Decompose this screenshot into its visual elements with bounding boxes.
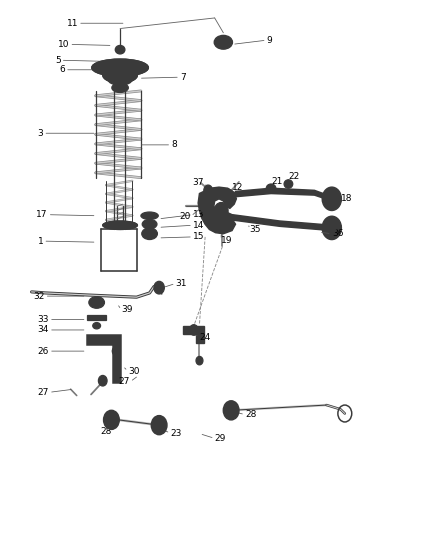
Text: 37: 37 [192,179,204,188]
Circle shape [223,401,239,420]
Text: 35: 35 [249,225,261,234]
Ellipse shape [146,231,153,237]
Text: 8: 8 [171,140,177,149]
Circle shape [104,410,119,430]
Text: 10: 10 [58,40,69,49]
Ellipse shape [217,37,230,47]
Text: 24: 24 [199,333,211,342]
Ellipse shape [142,220,157,229]
Ellipse shape [93,322,101,329]
Circle shape [328,193,336,204]
Polygon shape [184,326,204,343]
Text: 26: 26 [38,346,49,356]
Text: 6: 6 [59,65,65,74]
Text: 29: 29 [215,434,226,443]
Polygon shape [87,335,121,383]
Text: 30: 30 [128,367,139,376]
Ellipse shape [92,59,148,76]
Circle shape [322,216,341,239]
Text: 12: 12 [232,183,244,192]
Ellipse shape [146,221,153,228]
Text: 11: 11 [67,19,78,28]
Circle shape [204,185,212,196]
Circle shape [112,347,119,356]
Circle shape [190,325,198,335]
Text: 32: 32 [33,292,45,301]
Text: 28: 28 [100,427,111,436]
Text: 21: 21 [271,177,283,187]
Circle shape [151,416,167,435]
Text: 9: 9 [267,36,272,45]
Text: 20: 20 [180,212,191,221]
Circle shape [155,421,162,430]
Text: 22: 22 [288,172,300,181]
Text: 34: 34 [38,326,49,335]
Circle shape [322,187,341,211]
Polygon shape [87,315,106,320]
Polygon shape [198,187,237,233]
Ellipse shape [94,300,100,305]
Ellipse shape [112,83,128,93]
Circle shape [154,281,164,294]
Polygon shape [236,188,332,201]
Text: 33: 33 [37,315,49,324]
Text: 7: 7 [180,72,186,82]
Circle shape [108,416,115,424]
Text: 31: 31 [176,279,187,288]
Circle shape [224,189,233,200]
Ellipse shape [115,45,125,54]
Text: 27: 27 [119,377,130,386]
Circle shape [196,357,203,365]
Circle shape [99,375,107,386]
Text: 1: 1 [38,237,43,246]
Ellipse shape [284,180,293,188]
Ellipse shape [89,297,105,308]
Ellipse shape [266,184,276,192]
Text: 36: 36 [332,229,343,238]
Ellipse shape [142,228,157,239]
Text: 27: 27 [38,388,49,397]
Ellipse shape [103,67,138,83]
Ellipse shape [141,212,158,220]
Text: 13: 13 [193,210,205,219]
Ellipse shape [214,35,233,49]
Circle shape [218,207,224,215]
Ellipse shape [103,221,138,230]
Circle shape [200,200,210,213]
Text: 28: 28 [245,410,256,419]
Circle shape [268,185,274,191]
Circle shape [328,223,336,233]
Text: 18: 18 [340,195,352,203]
Circle shape [214,203,228,220]
Text: 17: 17 [36,210,48,219]
Text: 3: 3 [38,129,43,138]
Polygon shape [215,207,332,231]
Circle shape [228,406,235,415]
Text: 23: 23 [170,429,182,438]
Text: 39: 39 [121,305,133,314]
Text: 19: 19 [221,236,233,245]
Text: 15: 15 [193,232,205,241]
Text: 5: 5 [55,56,60,64]
Text: 14: 14 [193,221,205,230]
Ellipse shape [108,75,132,85]
